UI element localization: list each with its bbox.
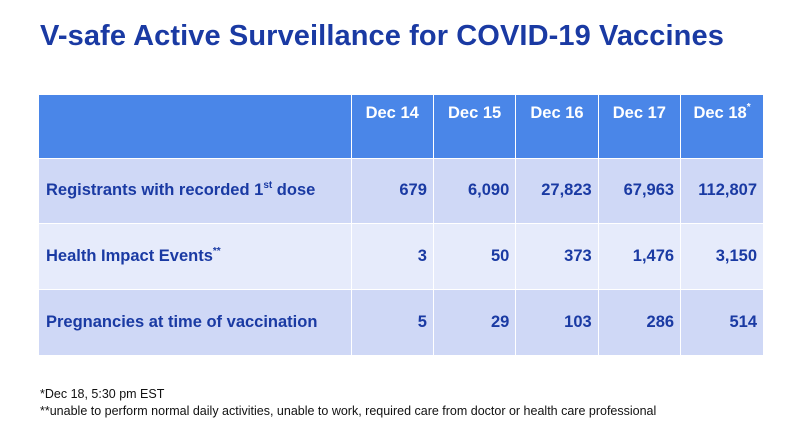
table-row: Pregnancies at time of vaccination 5 29 …: [39, 288, 763, 355]
row-label-text: Registrants with recorded 1: [46, 181, 264, 199]
surveillance-table: Dec 14 Dec 15 Dec 16 Dec 17 Dec 18* Regi…: [39, 95, 763, 355]
table-cell: 286: [597, 288, 681, 355]
table-cell: 6,090: [432, 157, 516, 223]
table-cell: 514: [680, 288, 763, 355]
row-label-pregnancies: Pregnancies at time of vaccination: [39, 288, 352, 355]
footnote-date: *Dec 18, 5:30 pm EST: [40, 387, 165, 401]
row-label-registrants: Registrants with recorded 1st dose: [39, 157, 352, 223]
header-dec-15: Dec 15: [432, 95, 516, 158]
header-corner-cell: [39, 95, 352, 158]
row-label-sup: **: [212, 245, 221, 257]
row-label-health-impact: Health Impact Events**: [39, 222, 352, 289]
table-cell: 67,963: [597, 157, 681, 223]
table-cell: 5: [350, 288, 434, 355]
row-label-tail: dose: [272, 181, 316, 199]
table-row: Health Impact Events** 3 50 373 1,476 3,…: [39, 222, 763, 289]
footnote-definition: **unable to perform normal daily activit…: [40, 404, 657, 418]
table-cell: 679: [350, 157, 434, 223]
header-dec-18-label: Dec 18: [693, 104, 747, 122]
table-header-row: Dec 14 Dec 15 Dec 16 Dec 17 Dec 18*: [39, 95, 763, 158]
table-cell: 373: [515, 222, 599, 289]
table-cell: 3,150: [680, 222, 763, 289]
header-dec-14: Dec 14: [350, 95, 434, 158]
table-row: Registrants with recorded 1st dose 679 6…: [39, 157, 763, 223]
row-label-text: Health Impact Events: [46, 246, 213, 265]
row-label-sup: st: [263, 180, 273, 191]
table-cell: 112,807: [680, 157, 763, 223]
table-cell: 50: [432, 222, 516, 289]
header-dec-16: Dec 16: [515, 95, 599, 158]
page-title: V-safe Active Surveillance for COVID-19 …: [40, 20, 724, 52]
table-cell: 27,823: [515, 157, 599, 223]
footnotes: *Dec 18, 5:30 pm EST **unable to perform…: [40, 386, 656, 420]
header-dec-18-mark: *: [746, 102, 751, 113]
header-dec-18: Dec 18*: [680, 95, 763, 158]
header-dec-17: Dec 17: [597, 95, 681, 158]
row-label-text: Pregnancies at time of vaccination: [46, 312, 318, 331]
table-cell: 103: [515, 288, 599, 355]
table-cell: 3: [350, 222, 434, 289]
table-cell: 1,476: [597, 222, 681, 289]
table-cell: 29: [432, 288, 516, 355]
